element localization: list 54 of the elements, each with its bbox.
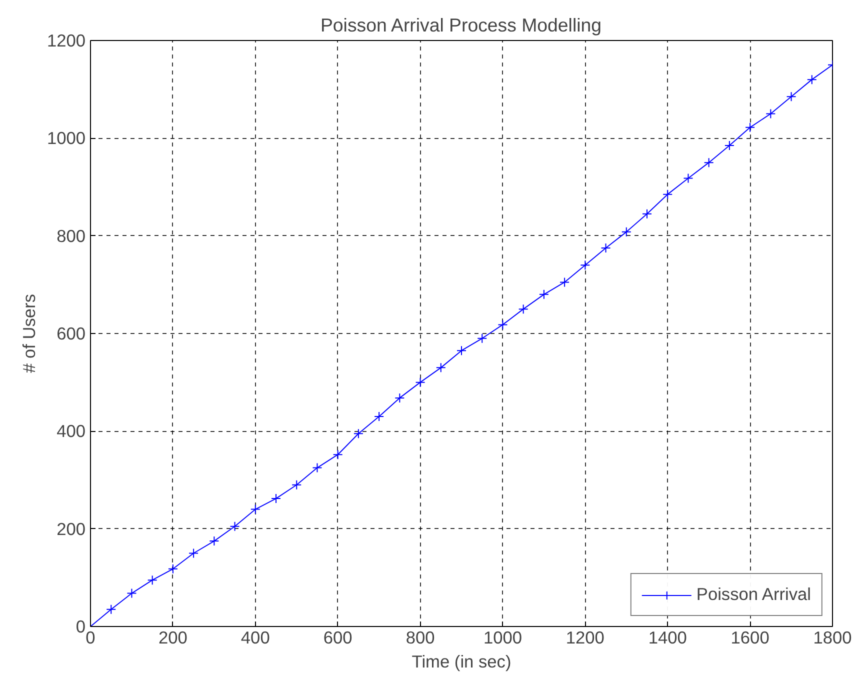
point [147,575,158,586]
x-tick-label: 1800 [813,628,852,648]
point [106,604,116,614]
point [642,208,652,219]
point [126,588,137,598]
y-tick-label: 200 [56,518,86,539]
x-tick-label: 200 [158,628,188,648]
y-tick-label: 1200 [46,30,86,50]
point [415,377,426,388]
y-axis-title: # of Users [18,294,39,373]
point [188,548,199,558]
point [168,564,178,574]
point [271,494,281,504]
point [786,92,796,102]
x-tick-label: 1600 [730,628,770,648]
point [560,277,570,288]
point [600,243,611,254]
point [436,362,446,373]
point [230,521,240,532]
point [621,226,632,237]
point [374,412,384,422]
point [353,428,364,439]
point [292,480,302,490]
point [724,140,734,150]
point [662,189,673,200]
point [477,333,488,344]
point [766,108,776,119]
point [312,462,322,473]
chart-title: Poisson Arrival Process Modelling [320,14,602,36]
point [250,504,260,514]
y-tick-label: 800 [56,226,86,246]
y-tick-label: 600 [56,324,86,344]
point [456,346,466,356]
point [806,74,817,85]
point [332,450,343,460]
point [704,158,714,168]
y-tick-label: 400 [56,421,86,442]
x-tick-label: 1200 [566,628,604,648]
point [394,392,405,403]
x-tick-label: 1400 [648,628,687,648]
x-tick-label: 600 [323,628,352,648]
y-tick-label: 1000 [46,128,86,148]
legend-label: Poisson Arrival [696,584,811,605]
x-tick-label: 800 [406,628,435,648]
x-axis-title: Time (in sec) [412,652,512,672]
x-tick-label: 400 [240,628,270,648]
point [498,320,508,330]
point [538,289,549,300]
point [518,304,528,314]
point [683,173,694,184]
point [580,260,590,270]
point [209,536,220,546]
point [745,122,756,132]
x-tick-label: 1000 [483,628,522,648]
